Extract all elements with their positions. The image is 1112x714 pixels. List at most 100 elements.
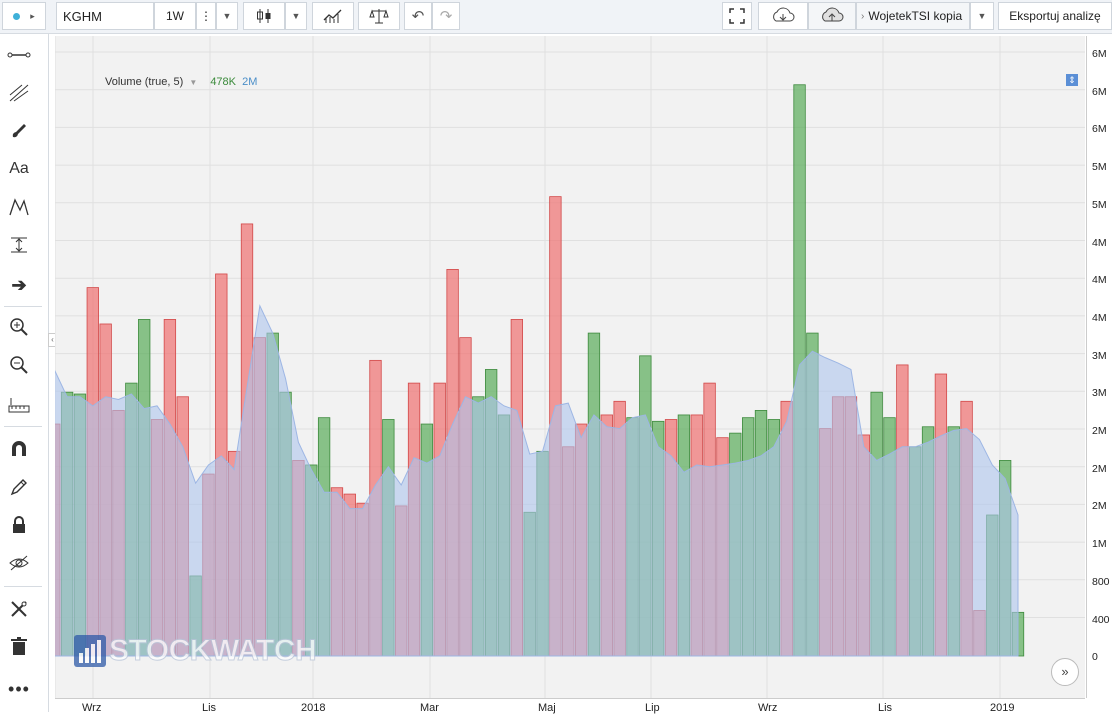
- ellipsis-icon: •••: [8, 678, 30, 699]
- arrow-right-icon: ➔: [11, 274, 27, 295]
- caret-down-icon: ▼: [977, 11, 987, 21]
- interval-more-button[interactable]: ⋮: [196, 2, 216, 30]
- watermark-text: STOCKWATCH: [108, 634, 317, 668]
- toolbar-separator: [4, 426, 42, 427]
- cloud-download-button[interactable]: [758, 2, 808, 30]
- price-axis-tick: 1M: [1092, 538, 1107, 551]
- fullscreen-icon: [729, 8, 745, 24]
- more-tools-button[interactable]: •••: [6, 676, 32, 702]
- measure-tool-button[interactable]: [6, 232, 32, 258]
- chart-pane[interactable]: [55, 36, 1085, 698]
- price-axis[interactable]: [1086, 36, 1112, 698]
- text-icon: Aa: [9, 160, 29, 177]
- chevron-right-icon: ›: [861, 10, 865, 22]
- lock-button[interactable]: [6, 512, 32, 538]
- time-axis-tick: 2018: [301, 702, 326, 714]
- drawing-toolbar: Aa ➔ •••: [0, 34, 49, 712]
- zoom-out-button[interactable]: [6, 352, 32, 378]
- price-axis-tick: 800: [1092, 575, 1110, 588]
- fork-icon: [9, 84, 29, 102]
- chart-type-button[interactable]: [243, 2, 285, 30]
- layout-name-button[interactable]: › WojetekTSI kopia: [856, 2, 970, 30]
- chart-type-dropdown-button[interactable]: ▼: [285, 2, 307, 30]
- time-axis-tick: Lip: [645, 702, 660, 714]
- undo-icon: ↶: [411, 8, 425, 25]
- arrows-vertical-icon: ⇕: [1068, 75, 1076, 85]
- cloud-download-icon: [773, 7, 795, 22]
- price-axis-tick: 4M: [1092, 311, 1107, 324]
- price-axis-tick: 2M: [1092, 462, 1107, 475]
- time-axis-tick: Mar: [420, 702, 439, 714]
- vertical-dots-icon: ⋮: [200, 9, 212, 23]
- pattern-icon: [9, 198, 29, 216]
- line-tool-button[interactable]: [6, 42, 32, 68]
- legend-value-ma: 2M: [242, 76, 258, 88]
- price-axis-tick: 4M: [1092, 274, 1107, 287]
- magnet-button[interactable]: [6, 436, 32, 462]
- brush-tool-button[interactable]: [6, 118, 32, 144]
- brush-icon: [12, 124, 26, 138]
- redo-button[interactable]: ↷: [432, 2, 460, 30]
- lock-icon: [13, 516, 25, 533]
- legend-value-volume: 478K: [210, 76, 237, 88]
- chevron-right-icon: ▸: [30, 10, 35, 21]
- tools-settings-button[interactable]: [6, 596, 32, 622]
- time-axis[interactable]: [55, 698, 1085, 713]
- candles-icon: [257, 9, 271, 23]
- hide-drawings-button[interactable]: [6, 550, 32, 576]
- time-axis-tick: Lis: [202, 702, 217, 714]
- cloud-upload-button[interactable]: [808, 2, 856, 30]
- delete-drawings-button[interactable]: [6, 634, 32, 660]
- stay-in-drawing-button[interactable]: [6, 474, 32, 500]
- fib-tool-button[interactable]: [6, 80, 32, 106]
- volume-chart: [55, 36, 1085, 698]
- caret-down-icon: ▼: [222, 11, 232, 21]
- measure-icon: [11, 237, 27, 253]
- cloud-upload-icon: [822, 7, 844, 22]
- wrench-icon: [11, 601, 27, 617]
- text-tool-button[interactable]: Aa: [6, 156, 32, 182]
- dot-icon: [13, 12, 21, 20]
- indicators-icon: [323, 9, 342, 23]
- zoom-in-icon: [10, 318, 28, 336]
- price-axis-tick: 0: [1092, 651, 1098, 664]
- indicators-button[interactable]: [312, 2, 354, 30]
- layout-name-label: WojetekTSI kopia: [868, 9, 963, 23]
- price-axis-tick: 3M: [1092, 387, 1107, 400]
- moving-average-area: [55, 304, 1019, 657]
- export-analysis-button[interactable]: Eksportuj analizę: [998, 2, 1112, 30]
- trash-icon: [11, 637, 27, 655]
- export-analysis-label: Eksportuj analizę: [1009, 9, 1101, 23]
- interval-dropdown-button[interactable]: ▼: [216, 2, 238, 30]
- layout-dropdown-button[interactable]: ▼: [970, 2, 994, 30]
- scroll-to-realtime-button[interactable]: »: [1051, 658, 1079, 686]
- scale-toggle-button[interactable]: ⇕: [1066, 74, 1078, 86]
- legend-title[interactable]: Volume (true, 5): [105, 76, 184, 88]
- compare-button[interactable]: [358, 2, 400, 30]
- pattern-tool-button[interactable]: [6, 194, 32, 220]
- zoom-out-icon: [10, 356, 28, 374]
- line-icon: [7, 52, 31, 58]
- price-axis-tick: 2M: [1092, 425, 1107, 437]
- price-axis-tick: 4M: [1092, 236, 1107, 249]
- volume-legend: Volume (true, 5) ▼ 478K 2M: [105, 76, 257, 88]
- scales-icon: [369, 9, 389, 24]
- price-axis-tick: 6M: [1092, 85, 1107, 98]
- chart-menu-button[interactable]: ▸: [2, 2, 46, 30]
- zoom-in-button[interactable]: [6, 314, 32, 340]
- chevron-left-icon: ‹: [51, 335, 54, 344]
- caret-down-icon[interactable]: ▼: [189, 78, 198, 87]
- price-axis-tick: 2M: [1092, 500, 1107, 513]
- magnet-icon: [12, 441, 26, 456]
- interval-button[interactable]: 1W: [154, 2, 196, 30]
- time-axis-tick: Wrz: [82, 702, 102, 714]
- arrow-tool-button[interactable]: ➔: [6, 272, 32, 298]
- ruler-tool-button[interactable]: [6, 392, 32, 418]
- price-axis-tick: 6M: [1092, 48, 1107, 60]
- toolbar-separator: [4, 306, 42, 307]
- price-axis-tick: 400: [1092, 613, 1110, 626]
- price-axis-tick: 3M: [1092, 349, 1107, 362]
- fullscreen-button[interactable]: [722, 2, 752, 30]
- symbol-input[interactable]: KGHM: [56, 2, 154, 30]
- undo-button[interactable]: ↶: [404, 2, 432, 30]
